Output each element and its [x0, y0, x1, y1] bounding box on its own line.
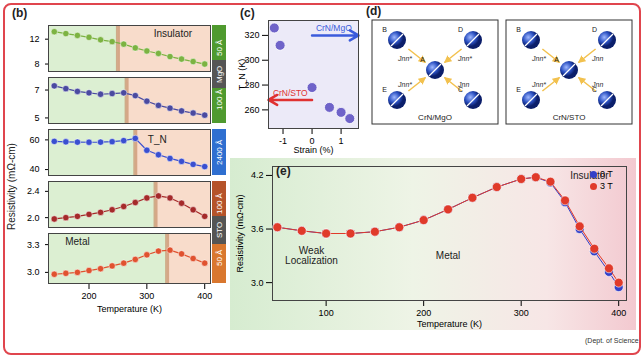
svg-text:200: 200 — [81, 291, 96, 301]
svg-text:3.0: 3.0 — [27, 267, 40, 277]
svg-text:300: 300 — [514, 308, 529, 318]
svg-text:E: E — [382, 86, 387, 93]
svg-text:A: A — [420, 56, 425, 63]
svg-text:T_N (K): T_N (K) — [237, 59, 247, 91]
svg-text:Resistivity (mΩ-cm): Resistivity (mΩ-cm) — [235, 194, 245, 272]
svg-text:320: 320 — [244, 30, 259, 40]
svg-text:3.0: 3.0 — [251, 278, 264, 288]
svg-text:100: 100 — [319, 308, 334, 318]
svg-text:8: 8 — [34, 59, 39, 69]
svg-text:A: A — [554, 56, 559, 63]
svg-text:Metal: Metal — [65, 236, 89, 247]
svg-text:Jnn*: Jnn* — [397, 55, 412, 62]
svg-text:Jnn*: Jnn* — [531, 81, 546, 88]
svg-text:B: B — [516, 26, 521, 33]
svg-text:B: B — [382, 26, 387, 33]
svg-text:4.2: 4.2 — [251, 170, 264, 180]
svg-text:3.6: 3.6 — [251, 224, 264, 234]
svg-text:Jnn*: Jnn* — [397, 81, 412, 88]
svg-text:Temperature (K): Temperature (K) — [97, 304, 162, 314]
svg-text:1: 1 — [339, 136, 344, 146]
svg-text:400: 400 — [197, 291, 212, 301]
svg-text:Insulator: Insulator — [154, 28, 193, 39]
svg-text:D: D — [458, 26, 463, 33]
svg-text:CrN/MgO: CrN/MgO — [316, 23, 352, 33]
svg-text:D: D — [592, 26, 597, 33]
svg-text:-1: -1 — [279, 136, 287, 146]
svg-text:CrN/STO: CrN/STO — [553, 113, 586, 122]
svg-text:40: 40 — [29, 164, 39, 174]
svg-text:Strain (%): Strain (%) — [293, 145, 333, 155]
svg-text:T_N: T_N — [148, 134, 167, 145]
svg-text:Temperature (K): Temperature (K) — [417, 319, 482, 329]
svg-text:200: 200 — [416, 308, 431, 318]
svg-text:300: 300 — [139, 291, 154, 301]
svg-text:WeakLocalization: WeakLocalization — [285, 245, 338, 266]
svg-text:7: 7 — [34, 85, 39, 95]
svg-text:5: 5 — [34, 113, 39, 123]
svg-text:2.4: 2.4 — [27, 186, 40, 196]
svg-text:CrN/MgO: CrN/MgO — [418, 113, 452, 122]
svg-text:Jnn*: Jnn* — [457, 55, 472, 62]
svg-text:2.0: 2.0 — [27, 213, 40, 223]
svg-text:Jnn: Jnn — [591, 55, 603, 62]
svg-text:12: 12 — [29, 34, 39, 44]
svg-text:400: 400 — [611, 308, 626, 318]
svg-text:3.3: 3.3 — [27, 239, 40, 249]
svg-text:E: E — [516, 86, 521, 93]
svg-text:Jnn*: Jnn* — [531, 55, 546, 62]
svg-text:60: 60 — [29, 135, 39, 145]
svg-text:260: 260 — [244, 105, 259, 115]
svg-text:Metal: Metal — [436, 250, 460, 261]
svg-text:C: C — [592, 86, 597, 93]
svg-text:C: C — [458, 86, 463, 93]
svg-text:CrN/STO: CrN/STO — [273, 88, 308, 98]
